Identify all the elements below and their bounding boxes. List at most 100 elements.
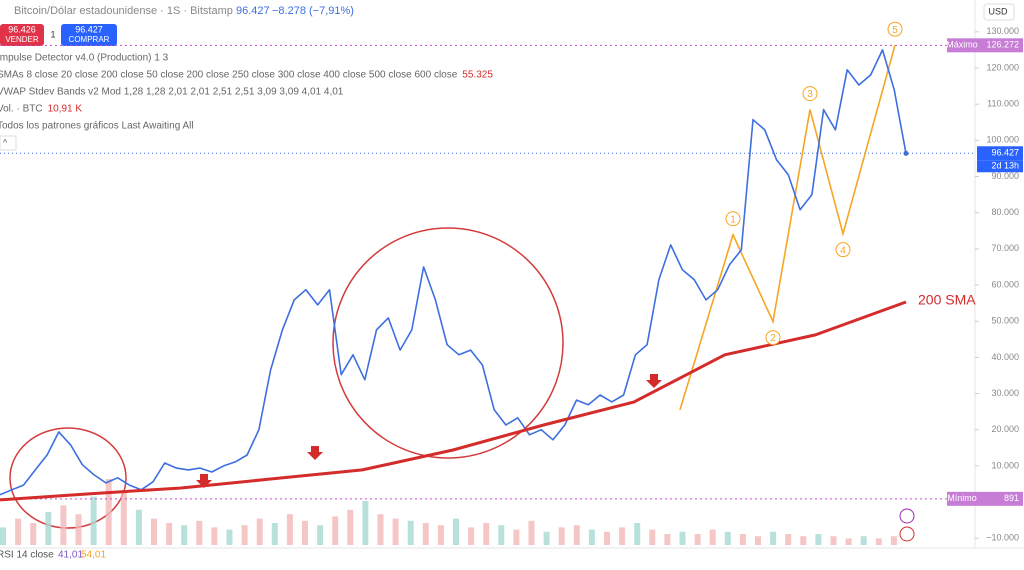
collapse-icon[interactable]: ^ bbox=[3, 137, 8, 147]
wave-marker bbox=[765, 330, 781, 346]
volume-bar bbox=[15, 518, 22, 545]
volume-bar bbox=[286, 514, 293, 545]
volume-bar bbox=[211, 527, 218, 545]
volume-bar bbox=[45, 512, 52, 545]
volume-bar bbox=[815, 534, 822, 545]
wave-marker bbox=[835, 242, 851, 258]
volume-bar bbox=[271, 523, 278, 545]
wave-label: 2 bbox=[770, 333, 776, 344]
volume-bar bbox=[75, 514, 82, 545]
max-name: Máximo bbox=[946, 40, 978, 50]
buy-price[interactable]: 96.427 bbox=[75, 24, 103, 34]
volume-bar bbox=[151, 518, 157, 545]
max-label: 126.272 bbox=[986, 40, 1019, 50]
indicator-value: 10,91 K bbox=[48, 104, 83, 115]
volume-bar bbox=[709, 529, 716, 545]
max-name-bg bbox=[947, 38, 977, 53]
wave-label: 5 bbox=[892, 25, 898, 36]
volume-bar bbox=[573, 525, 580, 545]
arrows bbox=[196, 374, 662, 488]
volume-bar bbox=[860, 536, 867, 545]
volume-bar bbox=[302, 520, 308, 545]
y-tick-label: 100.000 bbox=[986, 135, 1019, 145]
y-tick-label: 120.000 bbox=[986, 62, 1019, 72]
event-icon[interactable] bbox=[899, 508, 915, 524]
rsi-value: 54,01 bbox=[81, 550, 106, 561]
indicator: VWAP Stdev Bands v2 Mod 1,28 1,28 2,01 2… bbox=[0, 87, 344, 98]
volume-bar bbox=[196, 520, 203, 545]
indicator-value: 55.325 bbox=[462, 70, 493, 81]
volume-bar bbox=[588, 529, 595, 545]
y-tick-label: 60.000 bbox=[991, 279, 1019, 289]
sma-line bbox=[0, 300, 907, 502]
currency[interactable]: USD bbox=[988, 6, 1008, 16]
change: −8.278 (−7,91%) bbox=[272, 5, 354, 17]
volume-bar bbox=[453, 518, 459, 545]
volume-bar bbox=[619, 527, 626, 545]
symbol: Bitcoin/Dólar estadounidense · 1S · Bits… bbox=[14, 5, 233, 17]
volume-bar bbox=[317, 525, 324, 545]
volume-bar bbox=[120, 490, 127, 545]
volume-bar bbox=[483, 523, 490, 545]
arrow bbox=[646, 374, 662, 388]
volume-bar bbox=[634, 523, 641, 545]
last-point bbox=[903, 150, 909, 156]
y-tick-label: 110.000 bbox=[987, 99, 1019, 109]
volume-bar bbox=[800, 536, 807, 545]
volume-bar bbox=[422, 523, 429, 545]
volume-bar bbox=[392, 518, 399, 545]
volume-bar bbox=[377, 514, 384, 545]
volume-bar bbox=[679, 531, 686, 545]
rsi-value: 41,01 bbox=[58, 550, 83, 561]
buy-label[interactable]: COMPRAR bbox=[69, 35, 110, 44]
volume-bar bbox=[558, 527, 565, 545]
volume-bar bbox=[543, 531, 550, 545]
sell-label[interactable]: VENDER bbox=[5, 35, 39, 44]
arrow bbox=[196, 474, 212, 488]
event-icon[interactable] bbox=[899, 526, 915, 542]
y-tick-label: 30.000 bbox=[991, 388, 1019, 398]
volume-bar bbox=[770, 531, 777, 545]
collapse-button[interactable] bbox=[0, 135, 17, 151]
sell-button[interactable] bbox=[0, 24, 44, 46]
price: 96.427 bbox=[236, 5, 270, 17]
volume-bar bbox=[362, 501, 369, 545]
y-tick-label: 20.000 bbox=[991, 424, 1019, 434]
y-tick-label: 50.000 bbox=[991, 316, 1019, 326]
volume-bar bbox=[468, 527, 475, 545]
volume-bar bbox=[649, 529, 656, 545]
wave-marker bbox=[802, 86, 818, 102]
volume-bar bbox=[181, 525, 188, 545]
volume-bar bbox=[830, 536, 837, 545]
volume-bar bbox=[256, 518, 263, 545]
y-tick-label: −10.000 bbox=[986, 533, 1019, 543]
currency-button[interactable] bbox=[983, 3, 1015, 21]
y-tick-label: 130.000 bbox=[986, 26, 1019, 36]
volume-bar bbox=[604, 531, 610, 545]
volume-bar bbox=[739, 534, 746, 545]
wave-label: 4 bbox=[840, 245, 846, 256]
quantity[interactable]: 1 bbox=[50, 29, 55, 39]
countdown: 2d 13h bbox=[991, 161, 1019, 171]
volume-bar bbox=[528, 520, 535, 545]
y-tick-label: 90.000 bbox=[991, 171, 1019, 181]
volume-bar bbox=[60, 505, 67, 545]
wave-label: 3 bbox=[807, 89, 813, 100]
volume-bar bbox=[90, 496, 97, 545]
arrow bbox=[307, 446, 323, 460]
volume-bar bbox=[241, 525, 248, 545]
volume-bar bbox=[664, 534, 671, 545]
volume-bar bbox=[226, 529, 233, 545]
highlight-circle bbox=[9, 427, 127, 529]
volume-bar bbox=[437, 525, 444, 545]
volume-bar bbox=[135, 509, 142, 545]
min-label-bg bbox=[977, 491, 1023, 506]
volume-bar bbox=[347, 509, 354, 545]
sell-price[interactable]: 96.426 bbox=[8, 24, 36, 34]
buy-button[interactable] bbox=[61, 24, 117, 46]
last-label-bg bbox=[977, 146, 1023, 161]
wave-marker bbox=[725, 211, 741, 227]
volume-bar bbox=[30, 523, 37, 545]
